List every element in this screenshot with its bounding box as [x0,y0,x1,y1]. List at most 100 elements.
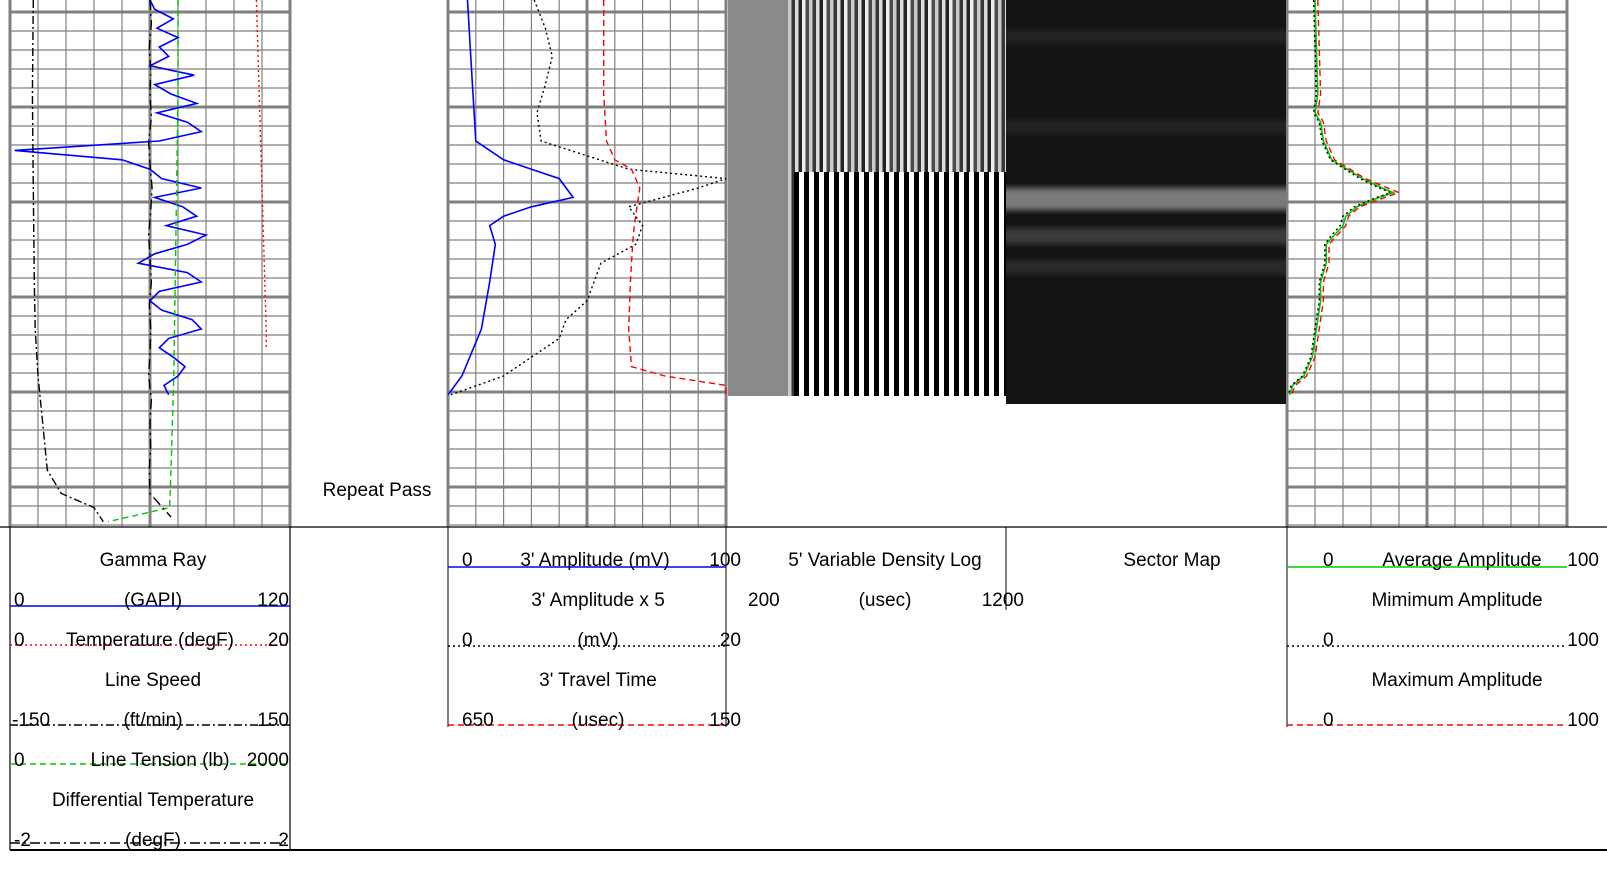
vdl-strong-arrival-light [919,172,924,396]
travel-time-label: 3' Travel Time [539,670,657,691]
vdl-label: 5' Variable Density Log [788,550,982,571]
sector-map-label: Sector Map [1123,550,1221,571]
gamma-ray-right-scale: 120 [257,590,289,611]
vdl-strong-arrival-light [889,172,894,396]
differential-temperature-label: Differential Temperature [51,790,255,811]
amplitude-x5-right-scale: 20 [719,630,741,651]
vdl-stripe-light [788,0,792,396]
curve-track-2-2 [603,0,727,395]
vdl-strong-arrival-light [949,172,954,396]
temperature-label: Temperature (degF) [66,630,234,651]
line-tension-right-scale: 2000 [246,750,289,771]
vdl-stripe-dark [791,0,795,396]
vdl-strong-arrival-light [879,172,884,396]
maximum-amplitude-left-scale: 0 [1323,710,1334,731]
curve-track-5-0 [1289,0,1396,396]
minimum-amplitude-left-scale: 0 [1323,630,1334,651]
curve-track-5-2 [1290,0,1401,396]
vdl-strong-arrival [854,172,859,396]
vdl-strong-arrival-light [979,172,984,396]
curve-track-1-4 [147,0,172,518]
temperature-right-scale: 20 [267,630,289,651]
vdl-strong-arrival [794,172,799,396]
vdl-strong-arrival [834,172,839,396]
minimum-amplitude-right-scale: 100 [1567,630,1599,651]
travel-time-left-scale: 650 [462,710,494,731]
travel-time-unit: (usec) [571,710,625,731]
vdl-strong-arrival [844,172,849,396]
vdl-strong-arrival-light [939,172,944,396]
vdl-strong-arrival-light [969,172,974,396]
line-speed-unit: (ft/min) [123,710,183,731]
vdl-strong-arrival [824,172,829,396]
line-speed-left-scale: -150 [12,710,51,731]
vdl-strong-arrival [974,172,979,396]
differential-temperature-unit: (degF) [125,830,181,851]
gamma-ray-left-scale: 0 [14,590,25,611]
vdl-strong-arrival [944,172,949,396]
vdl-strong-arrival [814,172,819,396]
differential-temperature-left-scale: -2 [14,830,31,851]
vdl-strong-arrival [964,172,969,396]
minimum-amplitude-label: Mimimum Amplitude [1371,590,1543,611]
curve-track-1-3 [107,0,179,523]
vdl-strong-arrival-light [899,172,904,396]
maximum-amplitude-right-scale: 100 [1567,710,1599,731]
image-layer [728,0,1286,404]
curve-layer [14,0,1401,523]
vdl-strong-arrival-light [859,172,864,396]
sector-map-band [1006,120,1286,134]
sector-map-band [1006,30,1286,44]
average-amplitude-left-scale: 0 [1323,550,1334,571]
maximum-amplitude-label: Maximum Amplitude [1371,670,1543,691]
vdl-strong-arrival-light [849,172,854,396]
travel-time-right-scale: 150 [709,710,741,731]
sector-map-band [1006,260,1286,274]
line-speed-right-scale: 150 [257,710,289,731]
vdl-strong-arrival [954,172,959,396]
vdl-strong-arrival-light [959,172,964,396]
curve-track-1-2 [31,0,104,523]
amplitude-right-scale: 100 [709,550,741,571]
vdl-left-scale: 200 [748,590,780,611]
vdl-strong-arrival-light [869,172,874,396]
line-tension-label: Line Tension (lb) [90,750,230,771]
differential-temperature-right-scale: 2 [278,830,289,851]
vdl-right-scale: 1200 [981,590,1024,611]
vdl-strong-arrival [934,172,939,396]
average-amplitude-right-scale: 100 [1567,550,1599,571]
vdl-strong-arrival [924,172,929,396]
repeat-pass-label: Repeat Pass [322,480,432,501]
vdl-strong-arrival-light [909,172,914,396]
vdl-strong-arrival-light [839,172,844,396]
amplitude-left-scale: 0 [462,550,473,571]
vdl-strong-arrival-light [809,172,814,396]
amplitude-label: 3' Amplitude (mV) [520,550,670,571]
vdl-strong-arrival [884,172,889,396]
amplitude-x5-left-scale: 0 [462,630,473,651]
curve-track-5-1 [1287,0,1393,395]
amplitude-x5-unit: (mV) [577,630,619,651]
amplitude-x5-label: 3' Amplitude x 5 [531,590,665,611]
gamma-ray-label: Gamma Ray [99,550,207,571]
average-amplitude-label: Average Amplitude [1382,550,1542,571]
line-speed-label: Line Speed [104,670,202,691]
temperature-left-scale: 0 [14,630,25,651]
sector-map-band [1006,228,1286,244]
vdl-strong-arrival [864,172,869,396]
vdl-strong-arrival [914,172,919,396]
vdl-strong-arrival-light [799,172,804,396]
vdl-strong-arrival [804,172,809,396]
frame-layer [0,526,1607,851]
vdl-strong-arrival-light [819,172,824,396]
gamma-ray-unit: (GAPI) [123,590,183,611]
vdl-strong-arrival-light [829,172,834,396]
curve-track-2-1 [450,0,727,396]
line-tension-left-scale: 0 [14,750,25,771]
vdl-strong-arrival-light [929,172,934,396]
vdl-strong-arrival-light [999,172,1004,396]
vdl-strong-arrival [994,172,999,396]
vdl-strong-arrival [874,172,879,396]
curve-track-2-0 [447,0,575,396]
